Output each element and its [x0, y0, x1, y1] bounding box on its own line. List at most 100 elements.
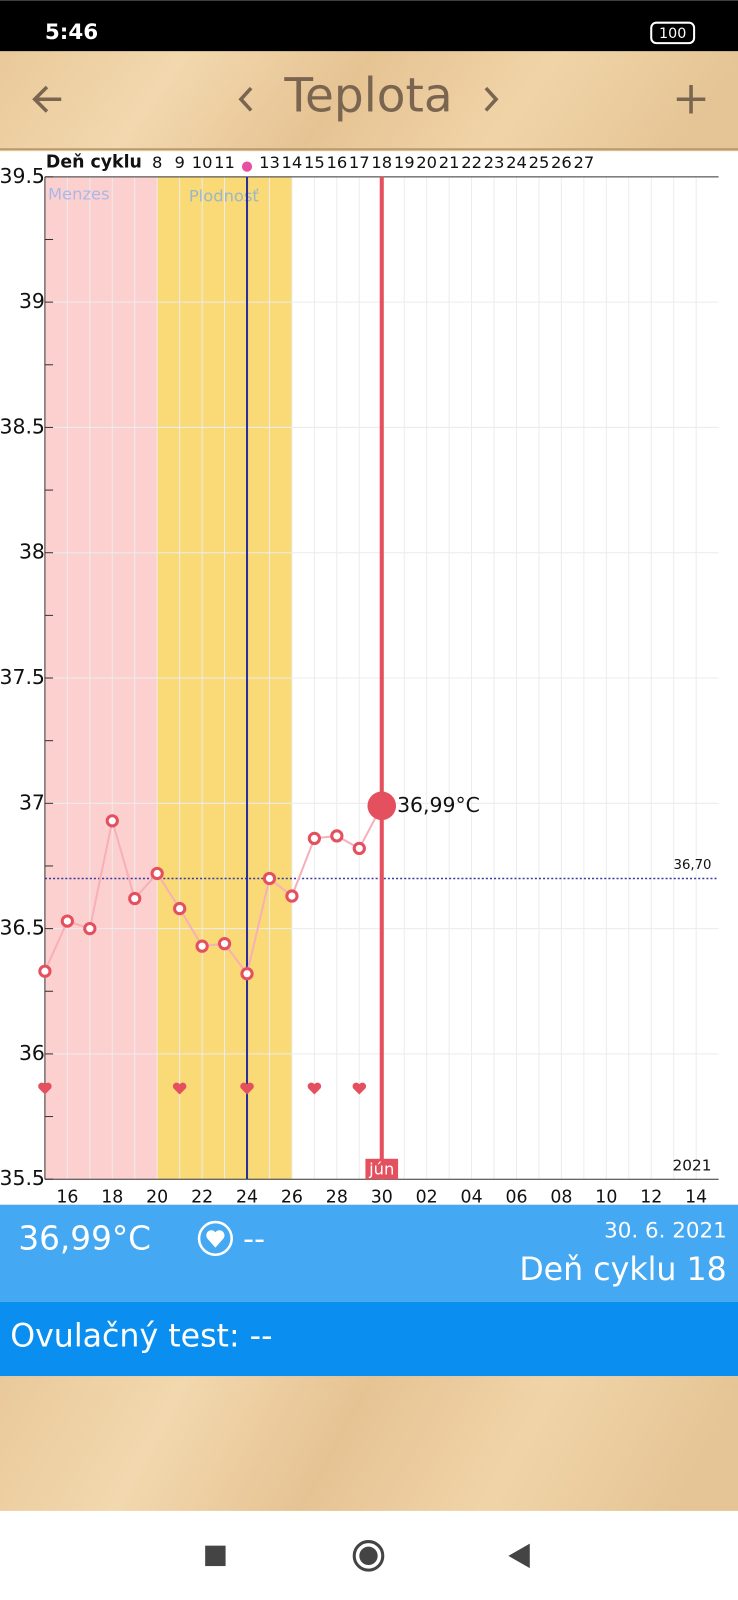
heart [38, 1082, 52, 1095]
point [38, 964, 52, 978]
cycle-day: 20 [416, 153, 437, 172]
nav-back[interactable] [508, 1543, 530, 1569]
intercourse-icon [197, 1220, 233, 1257]
point [352, 841, 366, 856]
nav-home[interactable] [352, 1540, 385, 1572]
y-tick-label: 36.5 [0, 916, 45, 940]
point [307, 831, 322, 846]
y-tick-label: 37.5 [0, 665, 45, 689]
x-tick-label: 30 [371, 1188, 393, 1208]
point [60, 914, 75, 928]
y-tick-label: 35.5 [0, 1166, 45, 1190]
x-tick-label: 16 [56, 1188, 78, 1208]
cycle-day: 11 [214, 153, 235, 172]
ovulation-dot [241, 161, 253, 172]
point [83, 921, 97, 936]
add-button[interactable] [676, 84, 706, 114]
point [105, 814, 119, 828]
x-tick-label: 08 [550, 1188, 572, 1208]
series-line [43, 805, 383, 977]
cycle-day: 8 [152, 153, 162, 172]
year-label: 2021 [673, 1156, 712, 1174]
header [0, 51, 738, 152]
point [128, 891, 142, 906]
next-button[interactable] [484, 86, 499, 112]
back-button[interactable] [32, 85, 62, 113]
y-tick-label: 38.5 [0, 414, 45, 438]
info-intercourse: -- [243, 1222, 265, 1257]
heart [240, 1082, 254, 1095]
x-tick-label: 06 [505, 1188, 527, 1208]
cycle-day: 27 [573, 153, 594, 172]
ovulation-test: Ovulačný test: -- [10, 1318, 272, 1354]
battery-level: 100 [659, 26, 686, 42]
y-tick-label: 39 [19, 289, 45, 313]
heart [172, 1082, 187, 1095]
point [150, 866, 164, 881]
point [240, 967, 254, 981]
nav-home-dot[interactable] [359, 1546, 378, 1566]
header-title: Teplota [283, 69, 452, 124]
x-tick-label: 12 [640, 1188, 662, 1208]
y-tick-label: 37 [19, 790, 45, 814]
cycle-day: 23 [484, 153, 505, 172]
cycle-day: 26 [551, 153, 572, 172]
phase-label: Menzes [48, 185, 110, 204]
value-label: 36,99°C [397, 793, 480, 817]
heart [307, 1082, 322, 1095]
cycle-day: 25 [529, 153, 550, 172]
status-time: 5:46 [45, 20, 98, 45]
info-temperature: 36,99°C [18, 1219, 151, 1257]
coverline-label: 36,70 [674, 858, 712, 873]
x-tick-label: 18 [101, 1188, 123, 1208]
cycle-day: 16 [326, 153, 347, 172]
phase-label: Plodnosť [189, 187, 260, 206]
nav-recents[interactable] [205, 1545, 226, 1567]
heart [352, 1082, 367, 1095]
cycle-day: 18 [371, 153, 392, 172]
x-tick-label: 20 [146, 1188, 168, 1208]
x-tick-label: 04 [461, 1188, 483, 1208]
month-badge [365, 1158, 399, 1180]
cycle-day: 9 [174, 153, 184, 172]
battery [650, 21, 696, 45]
ovulation-panel [0, 1301, 738, 1377]
status-bar [0, 0, 738, 52]
point [262, 871, 277, 886]
x-tick-label: 02 [416, 1188, 438, 1208]
info-panel [0, 1204, 738, 1302]
cycle-label: Deň cyklu [46, 153, 142, 173]
cycle-day: 22 [461, 153, 482, 172]
y-tick-label: 39.5 [0, 164, 45, 188]
point [217, 937, 232, 951]
cycle-day: 14 [282, 153, 303, 172]
x-tick-label: 10 [595, 1188, 617, 1208]
y-tick-label: 38 [19, 540, 45, 564]
point [173, 901, 187, 916]
cycle-day: 19 [394, 153, 415, 172]
x-tick-label: 24 [236, 1188, 258, 1208]
cycle-day: 17 [349, 153, 370, 172]
point [195, 939, 209, 953]
cycle-day: 15 [304, 153, 325, 172]
info-date: 30. 6. 2021 [604, 1218, 727, 1243]
info-cycle-day: Deň cyklu 18 [519, 1252, 726, 1288]
x-tick-label: 22 [191, 1188, 213, 1208]
point [330, 829, 344, 843]
y-tick-label: 36 [19, 1041, 45, 1065]
point [285, 889, 299, 903]
x-tick-label: 28 [326, 1188, 348, 1208]
x-tick-label: 26 [281, 1188, 303, 1208]
prev-button[interactable] [238, 86, 253, 112]
x-tick-label: 14 [685, 1188, 707, 1208]
cycle-day: 21 [439, 153, 460, 172]
month-label: jún [368, 1160, 394, 1179]
heart-icon [206, 1230, 225, 1248]
cycle-day: 10 [192, 153, 213, 172]
highlight-point [367, 791, 397, 821]
wood-footer [0, 1376, 738, 1511]
cycle-day: 13 [259, 153, 280, 172]
